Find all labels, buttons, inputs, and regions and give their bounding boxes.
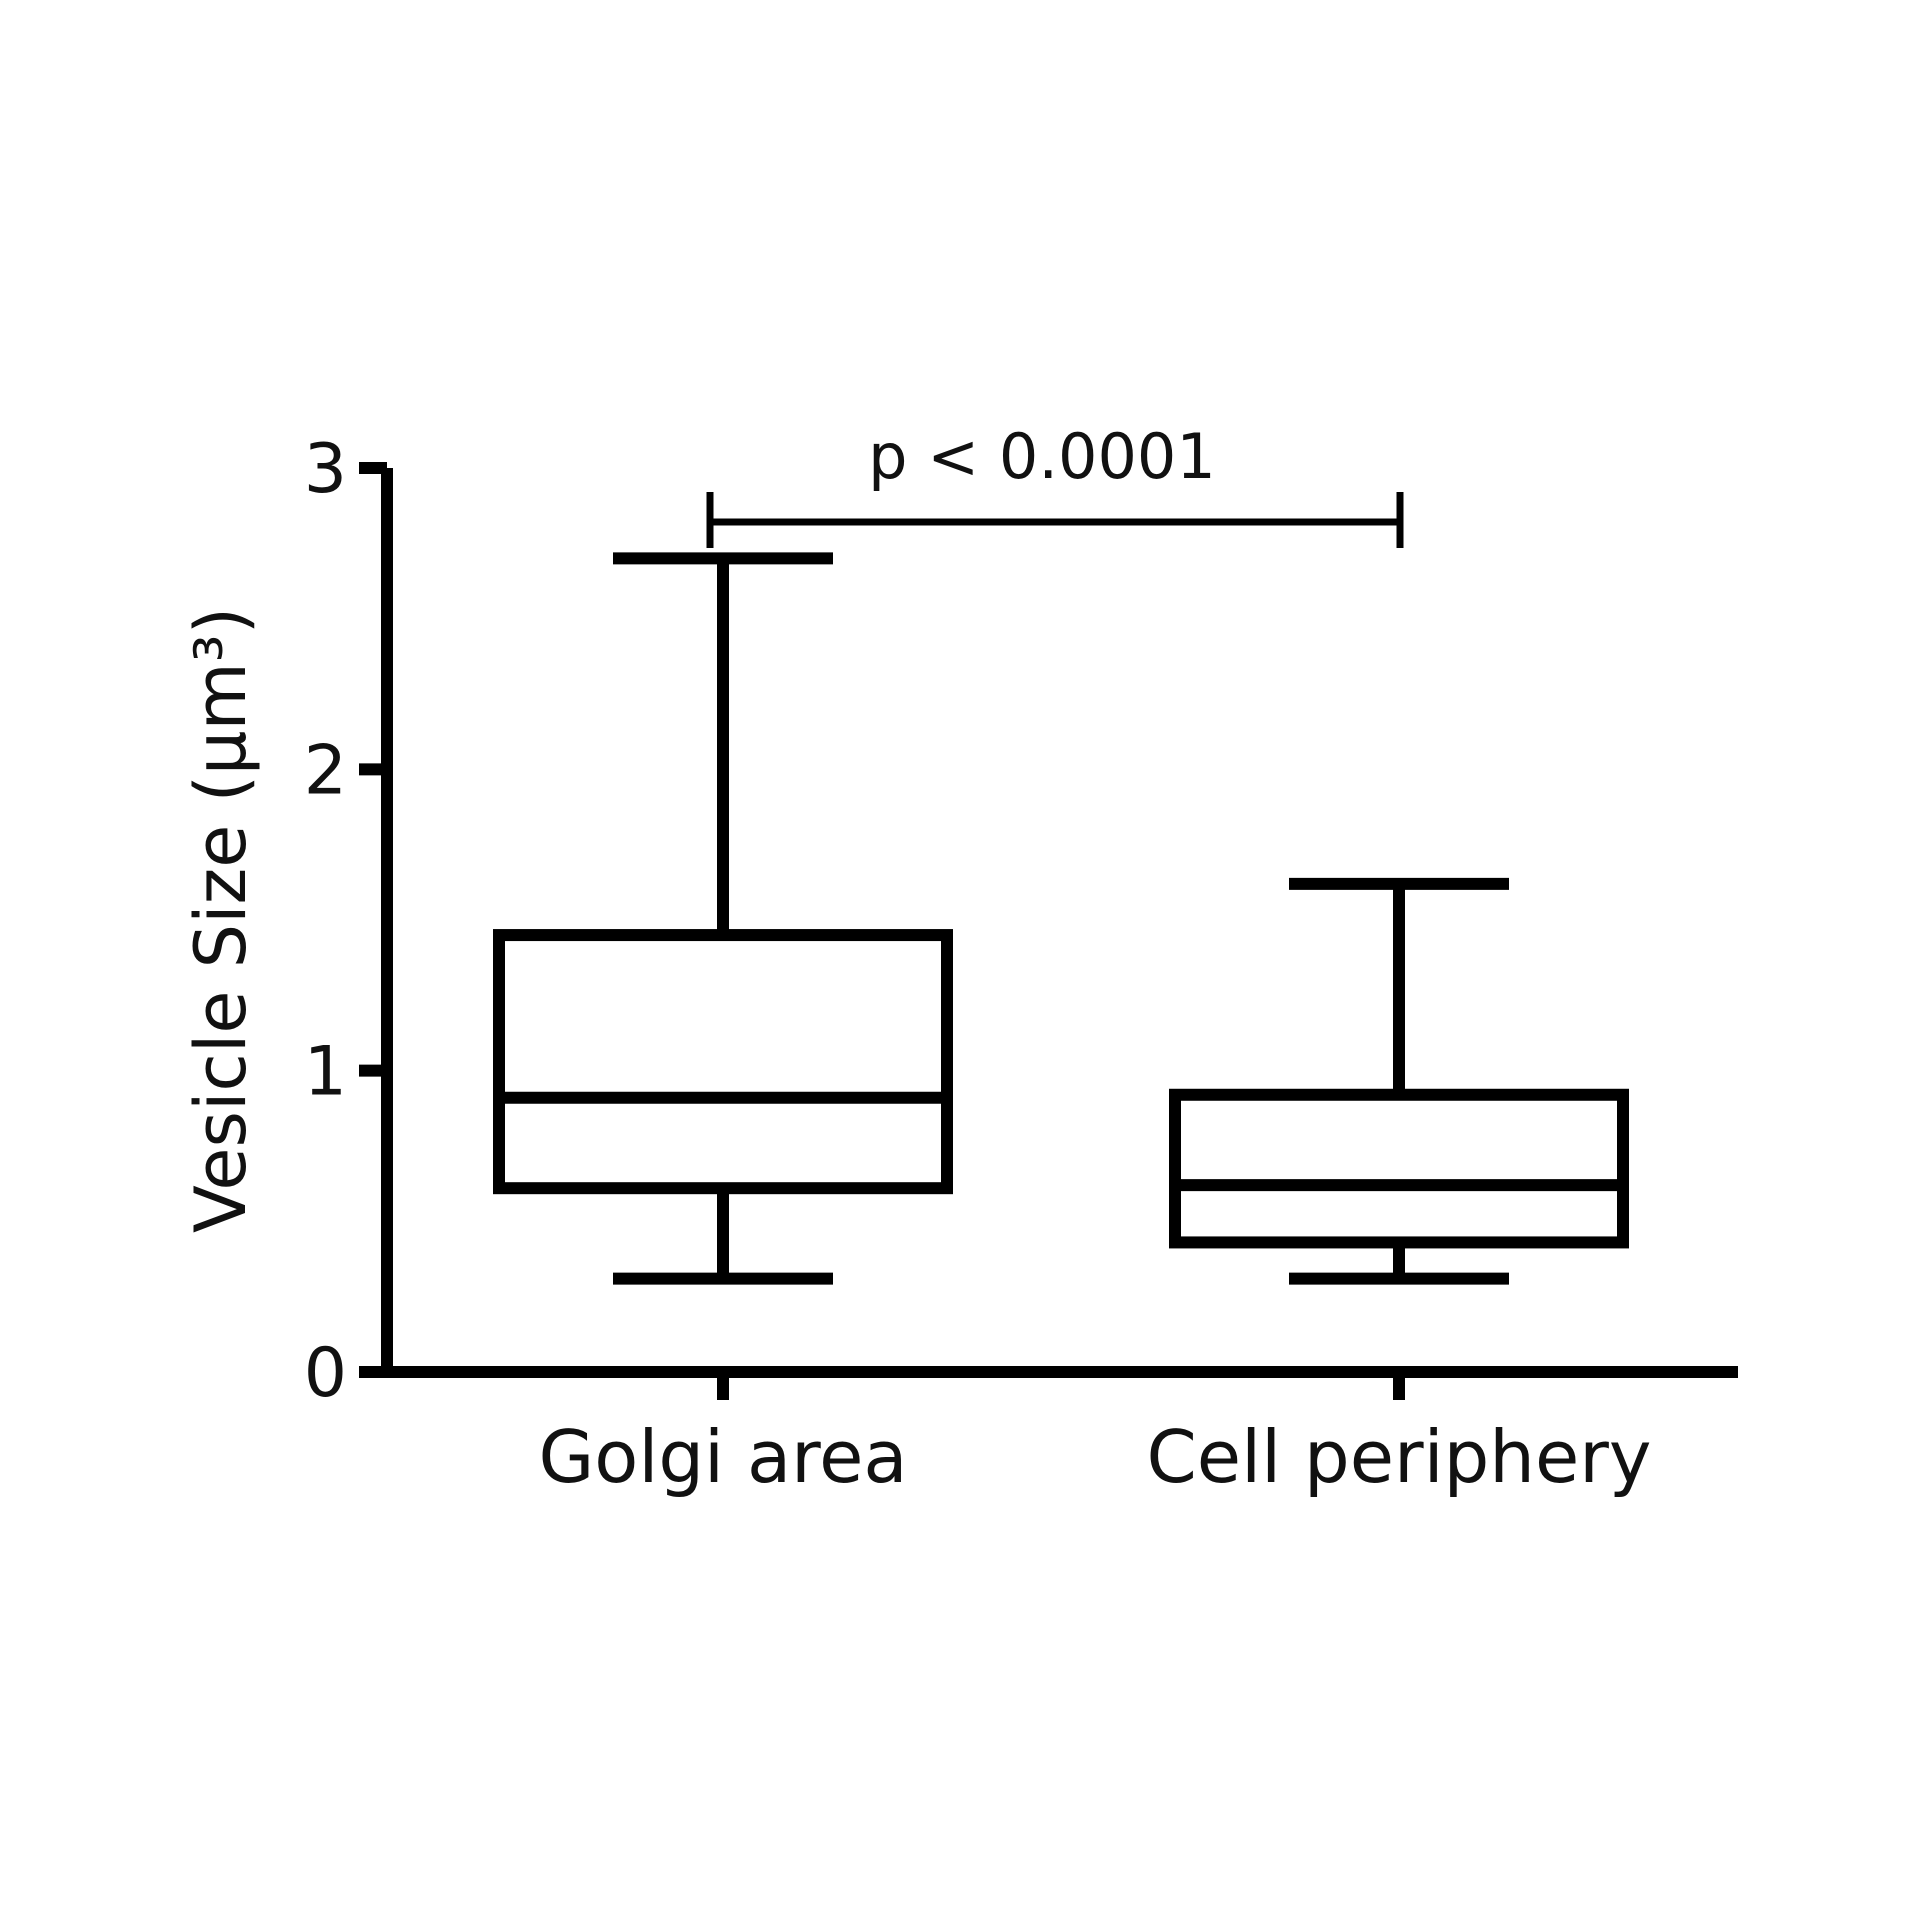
x-tick-label: Cell periphery: [1147, 1415, 1652, 1499]
box: [493, 929, 953, 1195]
y-axis-label: Vesicle Size (µm³): [180, 607, 262, 1233]
y-tick-label: 1: [304, 1033, 347, 1112]
annotation: p < 0.0001: [868, 420, 1216, 493]
x-tick-label: Golgi area: [539, 1415, 908, 1499]
y-tick-label: 3: [304, 430, 347, 509]
y-tick-label: 0: [304, 1334, 347, 1413]
box: [1169, 1088, 1629, 1249]
y-tick-label: 2: [304, 731, 347, 810]
